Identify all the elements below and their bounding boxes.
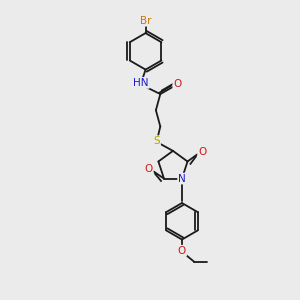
Text: O: O xyxy=(198,147,206,157)
Text: O: O xyxy=(145,164,153,174)
Text: N: N xyxy=(178,174,186,184)
Text: S: S xyxy=(154,136,160,146)
Text: HN: HN xyxy=(134,78,149,88)
Text: O: O xyxy=(178,246,186,256)
Text: Br: Br xyxy=(140,16,151,26)
Text: O: O xyxy=(173,79,181,89)
